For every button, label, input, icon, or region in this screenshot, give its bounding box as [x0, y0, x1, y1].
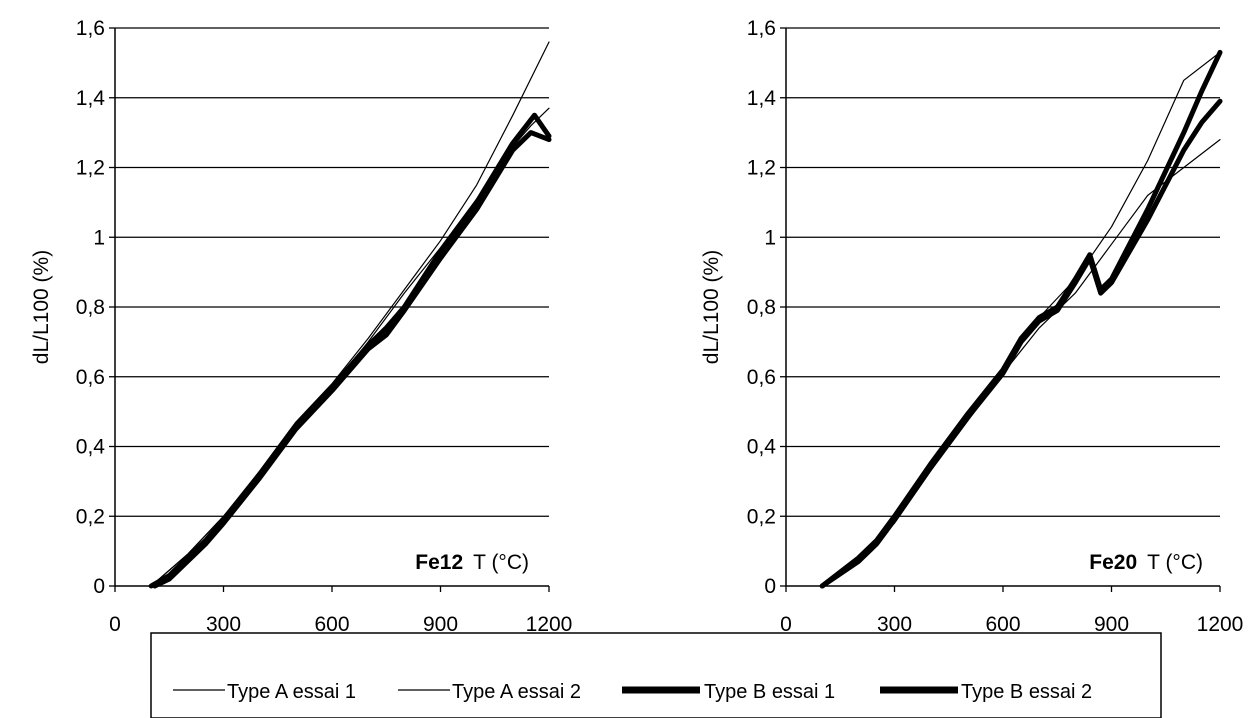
legend: Type A essai 1 Type A essai 2 Type B essai…	[150, 632, 1162, 718]
x-tick-label: 900	[423, 613, 458, 636]
chart-panel-1: 0 0,2 0,4 0,6 0,8 1 1,2 1,4 1,6 0 300 600 900 1200 dL/…	[30, 17, 572, 636]
y-axis-label: dL/L100 (%)	[30, 250, 53, 364]
legend-item: Type B essai 1	[622, 681, 835, 703]
y-tick-label: 0	[93, 575, 105, 598]
legend-label: Type B essai 2	[961, 681, 1092, 703]
series-line-type-b-essai-2	[819, 98, 1223, 589]
y-tick-label: 0,6	[76, 366, 105, 389]
legend-box	[150, 632, 1162, 718]
x-tick-label: 0	[109, 613, 121, 636]
x-tick-label: 600	[314, 613, 349, 636]
panel-annotation: Fe20 T (°C)	[1089, 551, 1203, 574]
legend-item: Type B essai 2	[880, 681, 1092, 703]
chart-panel-2: 0 0,2 0,4 0,6 0,8 1 1,2 1,4 1,6 0 300 600 900 1200 dL/…	[700, 17, 1243, 636]
x-axis-label: T (°C)	[1147, 551, 1203, 574]
series-line-type-a-essai-1	[150, 41, 550, 587]
y-tick-label: 1,6	[747, 17, 776, 40]
y-tick-label: 1	[93, 226, 105, 249]
y-tick-label: 1	[764, 226, 776, 249]
y-tick-label: 0,6	[747, 366, 776, 389]
sample-label: Fe12	[415, 551, 463, 574]
series-line-type-b-essai-2	[152, 130, 552, 589]
charts: 0 0,2 0,4 0,6 0,8 1 1,2 1,4 1,6 0 300 600 900 1200 dL/…	[30, 17, 1243, 636]
legend-label: Type A essai 1	[227, 681, 356, 703]
x-tick-label: 1200	[1197, 613, 1244, 636]
y-tick-label: 0	[764, 575, 776, 598]
x-tick-label: 900	[1094, 613, 1129, 636]
x-tick-label: 600	[985, 613, 1020, 636]
y-tick-label: 0,2	[76, 505, 105, 528]
legend-label: Type A essai 2	[452, 681, 581, 703]
y-tick-label: 1,4	[747, 87, 777, 110]
y-tick-label: 0,8	[76, 296, 105, 319]
series-line-type-a-essai-2	[821, 139, 1221, 587]
legend-label: Type B essai 1	[704, 681, 835, 703]
x-tick-label: 0	[780, 613, 792, 636]
legend-item: Type A essai 2	[398, 681, 581, 703]
x-tick-label: 300	[206, 613, 241, 636]
series-line-type-a-essai-1	[821, 51, 1221, 587]
y-tick-label: 1,4	[76, 87, 106, 110]
y-tick-label: 1,2	[747, 157, 776, 180]
y-tick-label: 1,2	[76, 157, 105, 180]
y-tick-label: 0,2	[747, 505, 776, 528]
y-tick-label: 1,6	[76, 17, 105, 40]
y-tick-label: 0,4	[747, 436, 777, 459]
x-tick-label: 300	[877, 613, 912, 636]
panel-annotation: Fe12 T (°C)	[415, 551, 529, 574]
legend-item: Type A essai 1	[173, 681, 356, 703]
y-tick-label: 0,4	[76, 436, 106, 459]
y-axis-label: dL/L100 (%)	[700, 250, 723, 364]
x-tick-label: 1200	[526, 613, 573, 636]
x-axis-label: T (°C)	[473, 551, 529, 574]
y-tick-label: 0,8	[747, 296, 776, 319]
sample-label: Fe20	[1089, 551, 1137, 574]
